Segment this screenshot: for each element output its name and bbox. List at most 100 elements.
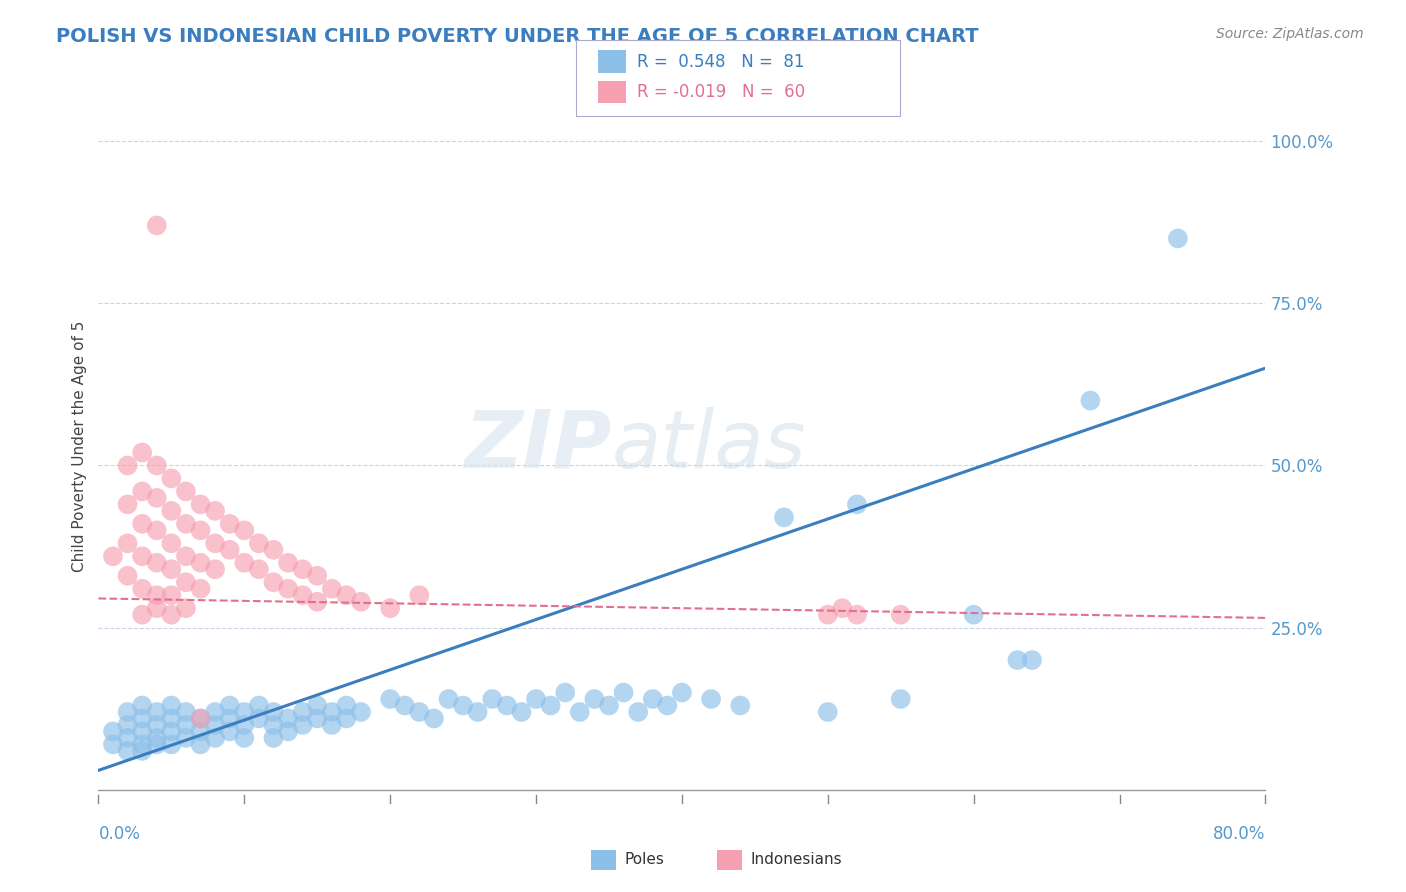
Point — [131, 484, 153, 499]
Point — [204, 536, 226, 550]
Point — [700, 692, 723, 706]
Point — [174, 705, 197, 719]
Point — [146, 556, 169, 570]
Text: ZIP: ZIP — [464, 407, 612, 485]
Point — [890, 607, 912, 622]
Point — [218, 724, 240, 739]
Point — [117, 458, 139, 473]
Point — [845, 497, 868, 511]
Point — [962, 607, 984, 622]
Point — [408, 588, 430, 602]
Point — [423, 711, 446, 725]
Point — [845, 607, 868, 622]
Point — [307, 711, 329, 725]
Point — [146, 524, 169, 538]
Point — [218, 711, 240, 725]
Point — [277, 582, 299, 596]
Text: 80.0%: 80.0% — [1213, 825, 1265, 843]
Point — [817, 705, 839, 719]
Point — [350, 705, 373, 719]
Point — [131, 607, 153, 622]
Point — [437, 692, 460, 706]
Point — [262, 718, 284, 732]
Point — [510, 705, 533, 719]
Point — [291, 588, 314, 602]
Point — [321, 718, 343, 732]
Point — [174, 549, 197, 564]
Point — [307, 568, 329, 582]
Point — [247, 536, 270, 550]
Point — [131, 549, 153, 564]
Point — [540, 698, 562, 713]
Point — [728, 698, 751, 713]
Point — [481, 692, 503, 706]
Point — [262, 575, 284, 590]
Point — [131, 582, 153, 596]
Point — [131, 724, 153, 739]
Point — [117, 536, 139, 550]
Point — [1167, 231, 1189, 245]
Point — [627, 705, 650, 719]
Point — [174, 601, 197, 615]
Point — [394, 698, 416, 713]
Point — [218, 698, 240, 713]
Point — [1080, 393, 1102, 408]
Point — [174, 718, 197, 732]
Point — [146, 491, 169, 505]
Point — [146, 588, 169, 602]
Point — [335, 698, 357, 713]
Point — [204, 705, 226, 719]
Point — [890, 692, 912, 706]
Point — [598, 698, 620, 713]
Point — [131, 738, 153, 752]
Point — [190, 711, 212, 725]
Point — [117, 718, 139, 732]
Point — [190, 724, 212, 739]
Point — [277, 724, 299, 739]
Point — [131, 744, 153, 758]
Text: 0.0%: 0.0% — [98, 825, 141, 843]
Point — [204, 731, 226, 745]
Point — [233, 731, 256, 745]
Text: Source: ZipAtlas.com: Source: ZipAtlas.com — [1216, 27, 1364, 41]
Text: POLISH VS INDONESIAN CHILD POVERTY UNDER THE AGE OF 5 CORRELATION CHART: POLISH VS INDONESIAN CHILD POVERTY UNDER… — [56, 27, 979, 45]
Point — [1021, 653, 1043, 667]
Point — [204, 562, 226, 576]
Point — [131, 516, 153, 531]
Point — [146, 219, 169, 233]
Point — [190, 711, 212, 725]
Point — [233, 556, 256, 570]
Point — [378, 601, 402, 615]
Point — [117, 731, 139, 745]
Point — [247, 562, 270, 576]
Point — [174, 484, 197, 499]
Text: Poles: Poles — [624, 853, 664, 867]
Point — [146, 601, 169, 615]
Point — [117, 568, 139, 582]
Point — [335, 588, 357, 602]
Point — [321, 582, 343, 596]
Point — [131, 445, 153, 459]
Point — [321, 705, 343, 719]
Point — [378, 692, 402, 706]
Point — [174, 516, 197, 531]
Point — [350, 595, 373, 609]
Point — [190, 582, 212, 596]
Point — [160, 724, 183, 739]
Point — [291, 705, 314, 719]
Point — [262, 542, 284, 557]
Point — [554, 685, 576, 699]
Point — [247, 698, 270, 713]
Point — [262, 705, 284, 719]
Point — [190, 524, 212, 538]
Point — [131, 698, 153, 713]
Point — [568, 705, 591, 719]
Point — [174, 575, 197, 590]
Point — [307, 595, 329, 609]
Point — [160, 711, 183, 725]
Point — [160, 607, 183, 622]
Point — [204, 718, 226, 732]
Point — [146, 738, 169, 752]
Point — [218, 542, 240, 557]
Point — [307, 698, 329, 713]
